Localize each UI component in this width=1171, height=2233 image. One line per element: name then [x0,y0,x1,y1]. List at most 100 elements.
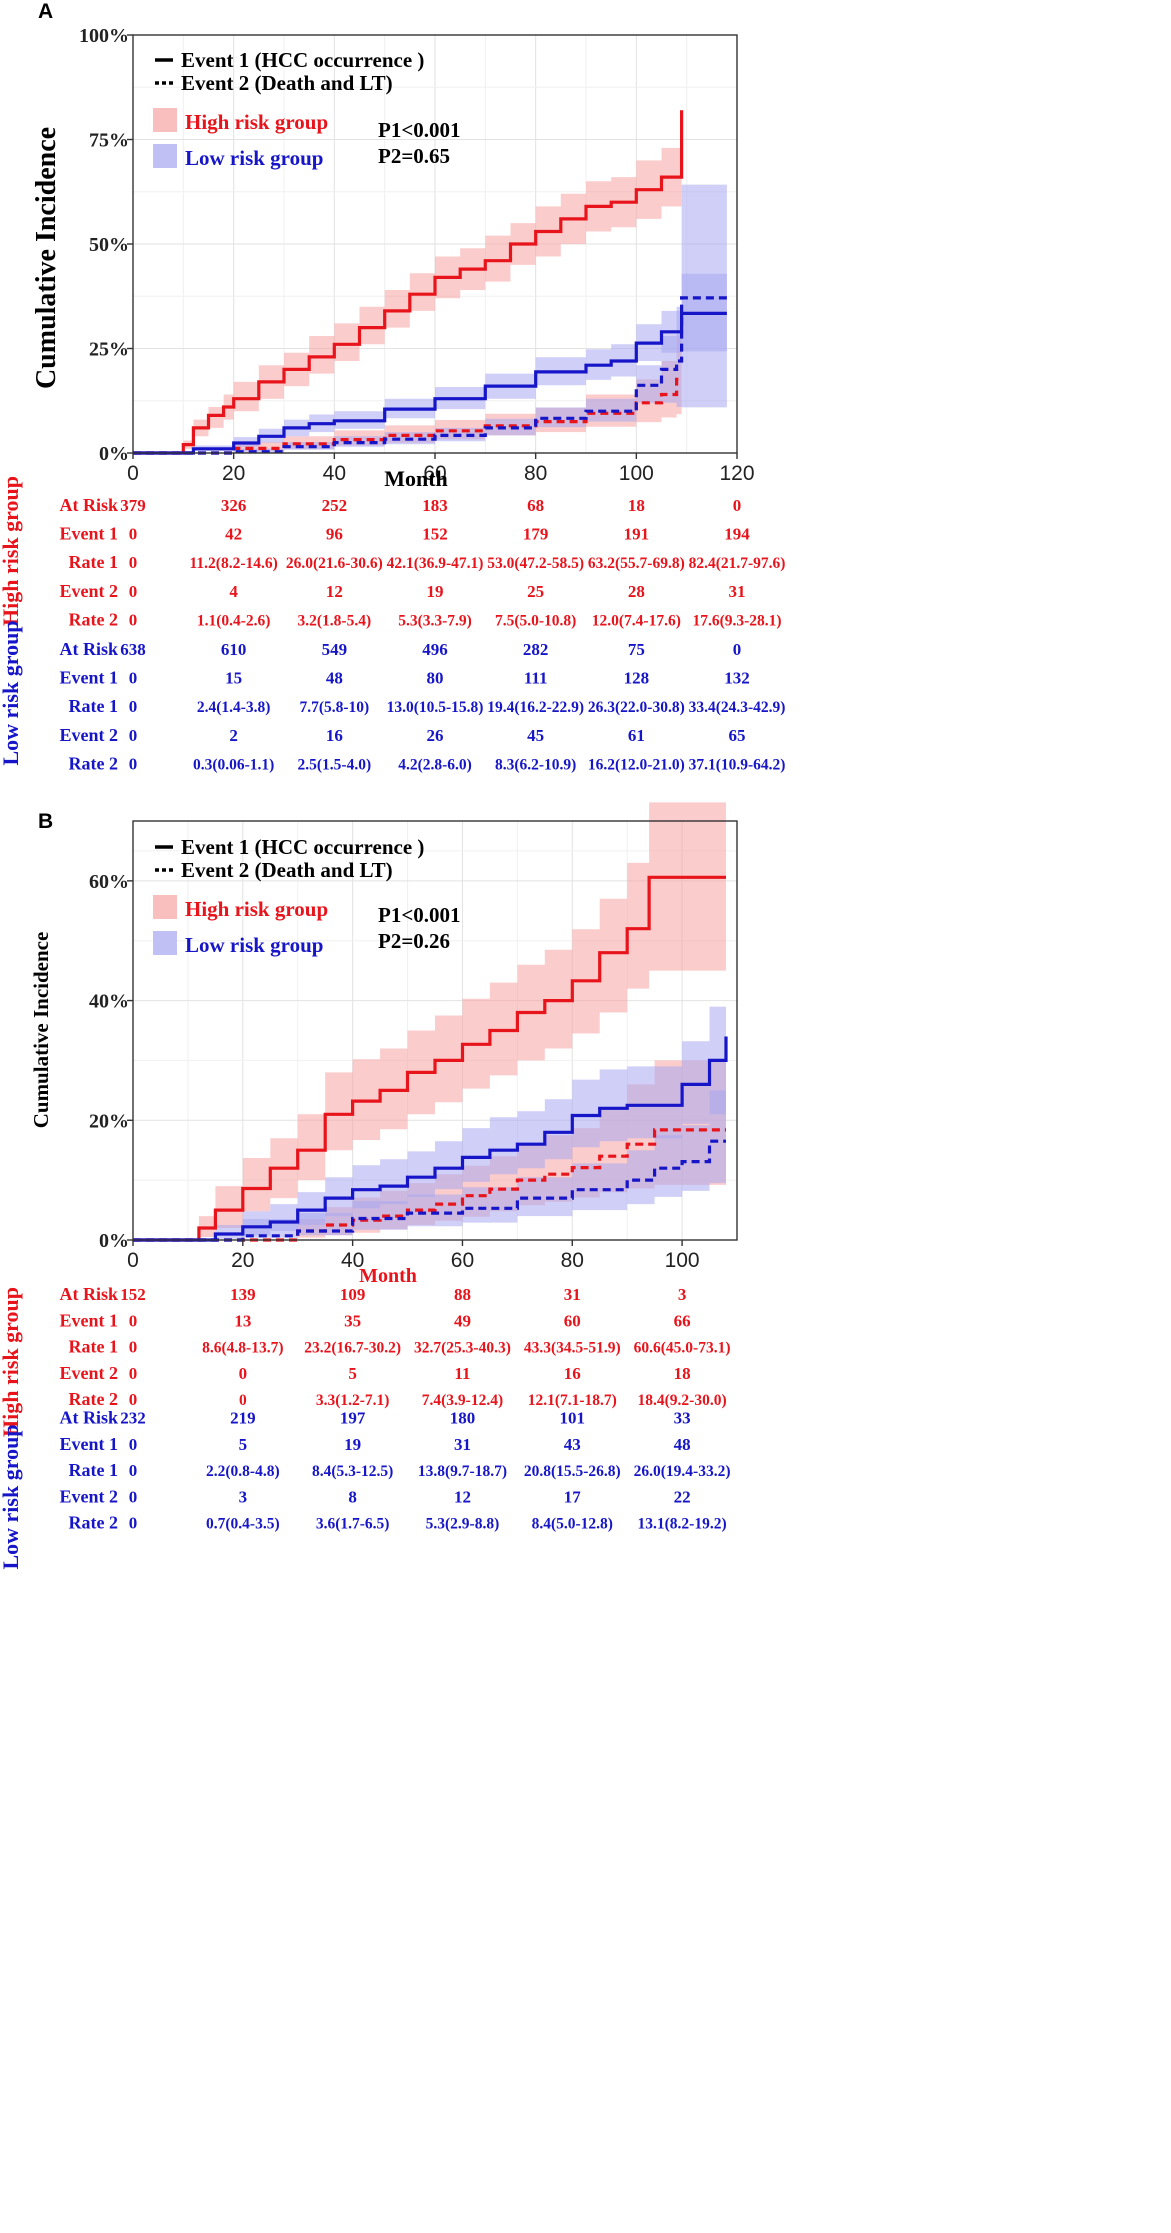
table-cell: 191 [624,525,650,544]
table-cell: 0 [129,610,138,629]
table-cell: 66 [674,1311,691,1330]
table-cell: 0 [129,726,138,745]
table-cell: 0 [129,669,138,688]
table-cell: 0 [129,1311,138,1330]
table-cell: 5.3(2.9-8.8) [426,1516,500,1533]
table-row-label: Rate 1 [69,1337,118,1357]
table-cell: 0 [129,697,138,716]
legend-swatch [153,931,177,955]
table-row-label: Rate 2 [69,1513,118,1533]
table-cell: 8.4(5.3-12.5) [312,1463,393,1480]
table-cell: 3 [239,1487,248,1506]
table-cell: 7.7(5.8-10) [299,699,369,716]
table-cell: 8.3(6.2-10.9) [495,756,576,773]
y-tick-label: 25% [89,339,129,361]
table-cell: 18 [628,496,645,515]
series-line-high-event2 [133,377,682,455]
panel-A: A 0 20 40 60 80 100 120 0% 25% 50% 75% 100% Month Cumu… [31,0,755,491]
table-cell: 49 [454,1311,471,1330]
legend-B: Event 1 (HCC occurrence )Event 2 (Death … [153,835,424,957]
table-row-label: Rate 1 [69,1460,118,1480]
table-cell: 0 [129,1435,138,1454]
table-cell: 3.3(1.2-7.1) [316,1392,390,1409]
x-tick-label: 20 [231,1249,254,1272]
table-cell: 16.2(12.0-21.0) [588,756,685,773]
table-cell: 0 [129,1338,138,1357]
series-line-high-event1 [133,875,726,1242]
table-row-label: Event 1 [60,1434,119,1454]
table-cell: 19.4(16.2-22.9) [487,699,584,716]
table-cell: 610 [221,640,247,659]
table-cell: 3 [678,1285,687,1304]
table-cell: 16 [564,1364,581,1383]
legend-event-label: Event 2 (Death and LT) [181,858,393,882]
table-row-label: Rate 2 [69,609,118,629]
table-cell: 194 [724,525,750,544]
table-cell: 7.5(5.0-10.8) [495,612,576,629]
table-cell: 63.2(55.7-69.8) [588,555,685,572]
table-cell: 8.4(5.0-12.8) [532,1516,613,1533]
table-cell: 549 [322,640,348,659]
table-row-label: At Risk [59,1408,118,1428]
series-line-low-event2 [133,1139,726,1242]
series-line-low-event1 [133,311,727,455]
table-cell: 88 [454,1285,471,1304]
table-cell: 26.0(21.6-30.6) [286,555,383,572]
table-cell: 12.1(7.1-18.7) [528,1392,617,1409]
table-cell: 2.2(0.8-4.8) [206,1463,280,1480]
x-tick-label: 80 [524,462,547,485]
table-cell: 180 [450,1409,476,1428]
table-cell: 2.5(1.5-4.0) [298,756,372,773]
table-group-label: High risk group [0,476,23,626]
table-cell: 0 [129,1461,138,1480]
table-group-label: High risk group [0,1287,23,1437]
series-line-high-event1 [133,110,684,455]
ci-band-low-event1 [133,273,727,453]
series-line-high-event2 [133,1128,726,1242]
table-cell: 7.4(3.9-12.4) [422,1392,503,1409]
table-cell: 1.1(0.4-2.6) [197,612,271,629]
table-cell: 111 [524,669,548,688]
table-cell: 2.4(1.4-3.8) [197,699,271,716]
table-cell: 32.7(25.3-40.3) [414,1340,511,1357]
table-cell: 11 [454,1364,470,1383]
table-row-label: Event 1 [60,524,119,544]
panel-label-A: A [38,0,53,23]
table-cell: 96 [326,525,343,544]
table-cell: 219 [230,1409,256,1428]
legend-swatch [153,144,177,168]
x-tick-label: 60 [451,1249,474,1272]
table-cell: 0 [129,1514,138,1533]
table-cell: 18 [674,1364,691,1383]
table-cell: 80 [427,669,444,688]
x-tick-label: 0 [127,462,139,485]
y-tick-label: 0% [99,1230,129,1252]
p-value: P1<0.001 [378,903,461,927]
table-cell: 379 [120,496,146,515]
table-cell: 31 [454,1435,471,1454]
table-cell: 5 [239,1435,248,1454]
legend-swatch [153,108,177,132]
p-value: P1<0.001 [378,118,461,142]
table-cell: 2 [229,726,238,745]
table-cell: 19 [344,1435,361,1454]
table-cell: 0 [239,1392,247,1409]
table-cell: 82.4(21.7-97.6) [689,555,786,572]
ci-band-low-event1 [133,970,726,1240]
table-cell: 0 [129,1390,138,1409]
table-cell: 13 [234,1311,251,1330]
table-cell: 0 [239,1364,248,1383]
table-cell: 15 [225,669,242,688]
table-cell: 75 [628,640,645,659]
table-cell: 326 [221,496,247,515]
x-tick-label: 20 [222,462,245,485]
table-cell: 0.7(0.4-3.5) [206,1516,280,1533]
table-cell: 5.3(3.3-7.9) [398,612,472,629]
table-cell: 152 [422,525,448,544]
legend-group-label: Low risk group [185,933,323,957]
legend-A: Event 1 (HCC occurrence )Event 2 (Death … [153,48,424,170]
x-axis-title: Month [384,466,448,491]
table-cell: 152 [120,1285,146,1304]
table-cell: 33 [674,1409,691,1428]
